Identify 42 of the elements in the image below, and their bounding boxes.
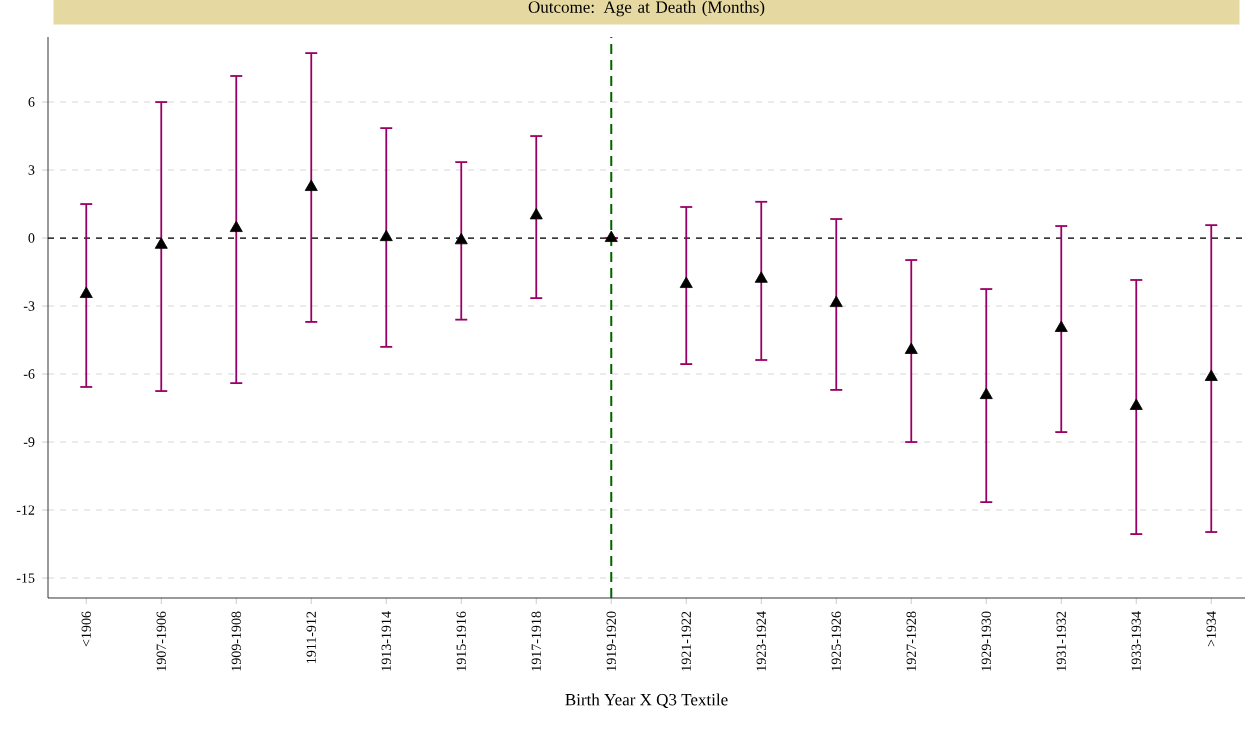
point [829, 295, 843, 308]
point [304, 179, 318, 191]
y-tick-label: -15 [16, 573, 35, 583]
point [679, 276, 693, 288]
x-tick-label: 1931-1932 [1056, 611, 1066, 671]
y-tick-label: 3 [28, 165, 35, 175]
point [604, 230, 618, 242]
x-tick-label: 1925-1926 [831, 611, 841, 671]
point [979, 387, 993, 400]
point [1204, 369, 1218, 381]
x-tick-label: 1933-1934 [1131, 611, 1141, 671]
x-tick-label: >1934 [1206, 611, 1216, 647]
point [1129, 398, 1143, 410]
y-tick-label: -6 [23, 369, 35, 379]
x-tick-label: 1917-1918 [531, 611, 541, 671]
x-tick-label: 1921-1922 [681, 611, 691, 671]
point [379, 229, 393, 242]
x-axis-title: Birth Year X Q3 Textile [565, 693, 728, 709]
x-tick-label: 1913-1914 [381, 611, 391, 671]
x-tick-label: 1907-1906 [156, 611, 166, 671]
point [454, 232, 468, 245]
x-tick-label: 1927-1928 [906, 611, 916, 671]
point [754, 271, 768, 283]
chart-title: Outcome: Age at Death (Months) [528, 0, 765, 17]
x-tick-label: 1909-1908 [231, 611, 241, 671]
point [1054, 320, 1068, 332]
point [79, 286, 93, 298]
point [904, 342, 918, 354]
y-tick-label: -3 [23, 301, 35, 311]
y-tick-label: -9 [23, 437, 35, 447]
point [529, 207, 543, 220]
x-tick-label: 1919-1920 [606, 611, 616, 671]
x-tick-label: 1911-912 [306, 611, 316, 663]
x-tick-label: 1915-1916 [456, 611, 466, 671]
x-tick-label: <1906 [81, 611, 91, 647]
x-tick-label: 1923-1924 [756, 611, 766, 671]
point [154, 237, 168, 249]
x-tick-label: 1929-1930 [981, 611, 991, 671]
y-tick-label: 6 [28, 97, 35, 107]
y-tick-label: -12 [16, 505, 35, 515]
point [229, 220, 243, 232]
y-tick-label: 0 [28, 233, 35, 243]
